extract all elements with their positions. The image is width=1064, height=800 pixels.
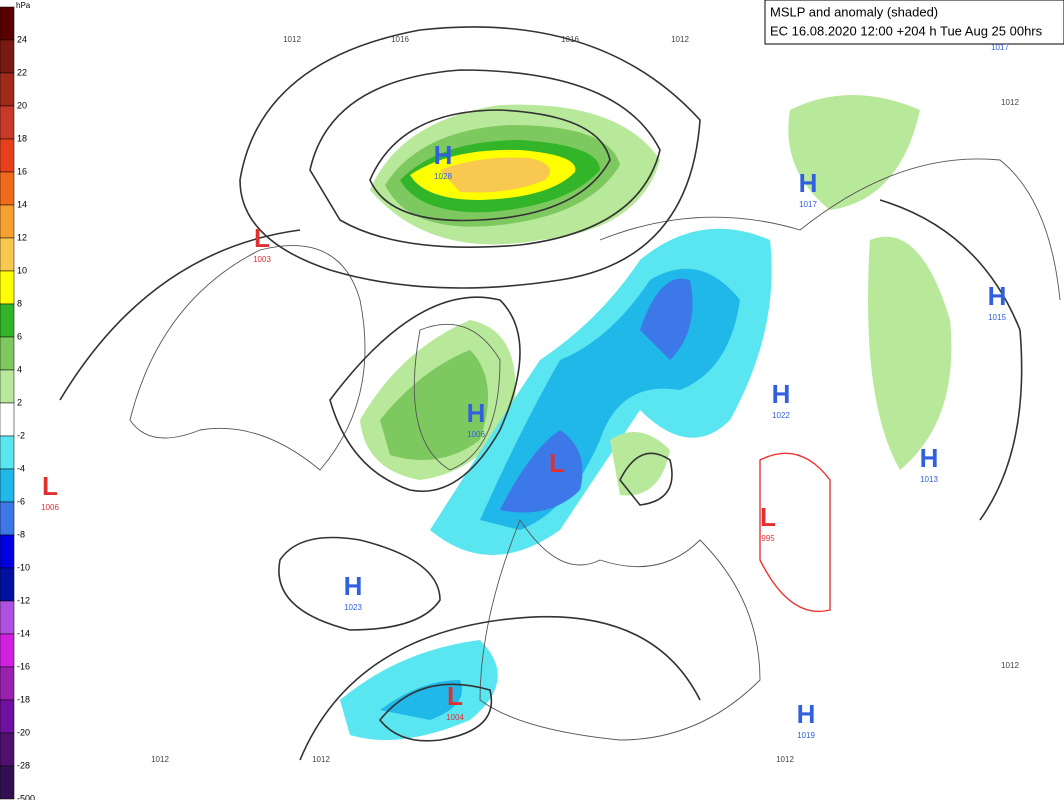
legend-label: 12 bbox=[17, 232, 27, 242]
legend-label: -16 bbox=[17, 661, 30, 671]
legend-label: 14 bbox=[17, 199, 27, 209]
legend-swatch bbox=[0, 765, 15, 800]
pressure-centers: H 1028 L 1003 H 1017 H 1015 H 1022 H 1006 L H 1013 L 100… bbox=[41, 140, 1006, 740]
center-pressure: 1004 bbox=[446, 713, 464, 722]
center-pressure: 1022 bbox=[772, 411, 790, 420]
isobar-label: 1017 bbox=[991, 43, 1009, 52]
legend-swatch bbox=[0, 567, 15, 602]
legend-label: 20 bbox=[17, 100, 27, 110]
center-letter: L bbox=[42, 471, 58, 501]
legend-label: 22 bbox=[17, 67, 27, 77]
center-pressure: 1015 bbox=[988, 313, 1006, 322]
legend-swatch bbox=[0, 270, 15, 305]
legend-label: -28 bbox=[17, 760, 30, 770]
legend: 24 22 20 18 16 14 12 10 8 6 4 2 -2 -4 -6 -8 -10 -12 -14 -16… bbox=[0, 6, 35, 800]
legend-swatch bbox=[0, 6, 15, 41]
legend-swatch bbox=[0, 402, 15, 437]
center-letter: L bbox=[549, 448, 565, 478]
legend-swatch bbox=[0, 72, 15, 107]
isobar-label: 1012 bbox=[312, 755, 330, 764]
legend-swatch bbox=[0, 303, 15, 338]
title: MSLP and anomaly (shaded) bbox=[770, 4, 938, 19]
isobar-label: 1012 bbox=[776, 755, 794, 764]
legend-label: -12 bbox=[17, 595, 30, 605]
legend-swatch bbox=[0, 666, 15, 701]
legend-unit: hPa bbox=[16, 1, 31, 10]
center-letter: H bbox=[772, 379, 791, 409]
center-pressure: 1013 bbox=[920, 475, 938, 484]
center-letter: L bbox=[254, 223, 270, 253]
center-letter: H bbox=[434, 140, 453, 170]
legend-swatch bbox=[0, 204, 15, 239]
title-box bbox=[764, 0, 1064, 45]
legend-label: 10 bbox=[17, 265, 27, 275]
legend-swatch bbox=[0, 468, 15, 503]
anomaly-shading bbox=[340, 95, 952, 740]
legend-swatch bbox=[0, 699, 15, 734]
legend-label: -6 bbox=[17, 496, 25, 506]
isobar-labels: 1012 1016 1016 1012 1017 1012 1012 1012 1012 1012 bbox=[151, 35, 1019, 764]
isobar-label: 1012 bbox=[151, 755, 169, 764]
legend-label: 8 bbox=[17, 298, 22, 308]
legend-swatch bbox=[0, 732, 15, 767]
center-letter: L bbox=[760, 502, 776, 532]
center-pressure: 995 bbox=[761, 534, 775, 543]
legend-label: 16 bbox=[17, 166, 27, 176]
center-letter: H bbox=[799, 168, 818, 198]
center-letter: L bbox=[447, 681, 463, 711]
center-pressure: 1017 bbox=[799, 200, 817, 209]
legend-label: -18 bbox=[17, 694, 30, 704]
coastlines bbox=[129, 158, 1061, 741]
isobar-label: 1016 bbox=[391, 35, 409, 44]
legend-swatch bbox=[0, 600, 15, 635]
subtitle: EC 16.08.2020 12:00 +204 h Tue Aug 25 00… bbox=[770, 23, 1043, 38]
legend-swatch bbox=[0, 171, 15, 206]
legend-label: 4 bbox=[17, 364, 22, 374]
center-letter: H bbox=[344, 571, 363, 601]
center-letter: H bbox=[467, 398, 486, 428]
center-pressure: 1006 bbox=[467, 430, 485, 439]
legend-swatch bbox=[0, 633, 15, 668]
legend-label: 6 bbox=[17, 331, 22, 341]
legend-label: 18 bbox=[17, 133, 27, 143]
legend-swatch bbox=[0, 138, 15, 173]
legend-label: 24 bbox=[17, 34, 27, 44]
isobar-label: 1012 bbox=[671, 35, 689, 44]
center-pressure: 1003 bbox=[253, 255, 271, 264]
legend-label: 2 bbox=[17, 397, 22, 407]
isobar-label: 1012 bbox=[283, 35, 301, 44]
legend-label: -8 bbox=[17, 529, 25, 539]
legend-label: -10 bbox=[17, 562, 30, 572]
isobar-label: 1016 bbox=[561, 35, 579, 44]
center-pressure: 1028 bbox=[434, 172, 452, 181]
isobar-label: 1012 bbox=[1001, 661, 1019, 670]
isobars bbox=[59, 26, 1023, 761]
legend-label: -500 bbox=[17, 793, 35, 800]
legend-swatch bbox=[0, 501, 15, 536]
legend-label: -4 bbox=[17, 463, 25, 473]
legend-label: -20 bbox=[17, 727, 30, 737]
legend-swatch bbox=[0, 369, 15, 404]
legend-swatch bbox=[0, 237, 15, 272]
center-letter: H bbox=[920, 443, 939, 473]
legend-swatch bbox=[0, 105, 15, 140]
isobar-label: 1012 bbox=[1001, 98, 1019, 107]
legend-swatch bbox=[0, 39, 15, 74]
legend-label: -2 bbox=[17, 430, 25, 440]
center-pressure: 1019 bbox=[797, 731, 815, 740]
center-pressure: 1006 bbox=[41, 503, 59, 512]
legend-swatch bbox=[0, 336, 15, 371]
center-pressure: 1023 bbox=[344, 603, 362, 612]
center-letter: H bbox=[797, 699, 816, 729]
legend-swatch bbox=[0, 435, 15, 470]
legend-swatch bbox=[0, 534, 15, 569]
legend-label: -14 bbox=[17, 628, 30, 638]
center-letter: H bbox=[988, 281, 1007, 311]
